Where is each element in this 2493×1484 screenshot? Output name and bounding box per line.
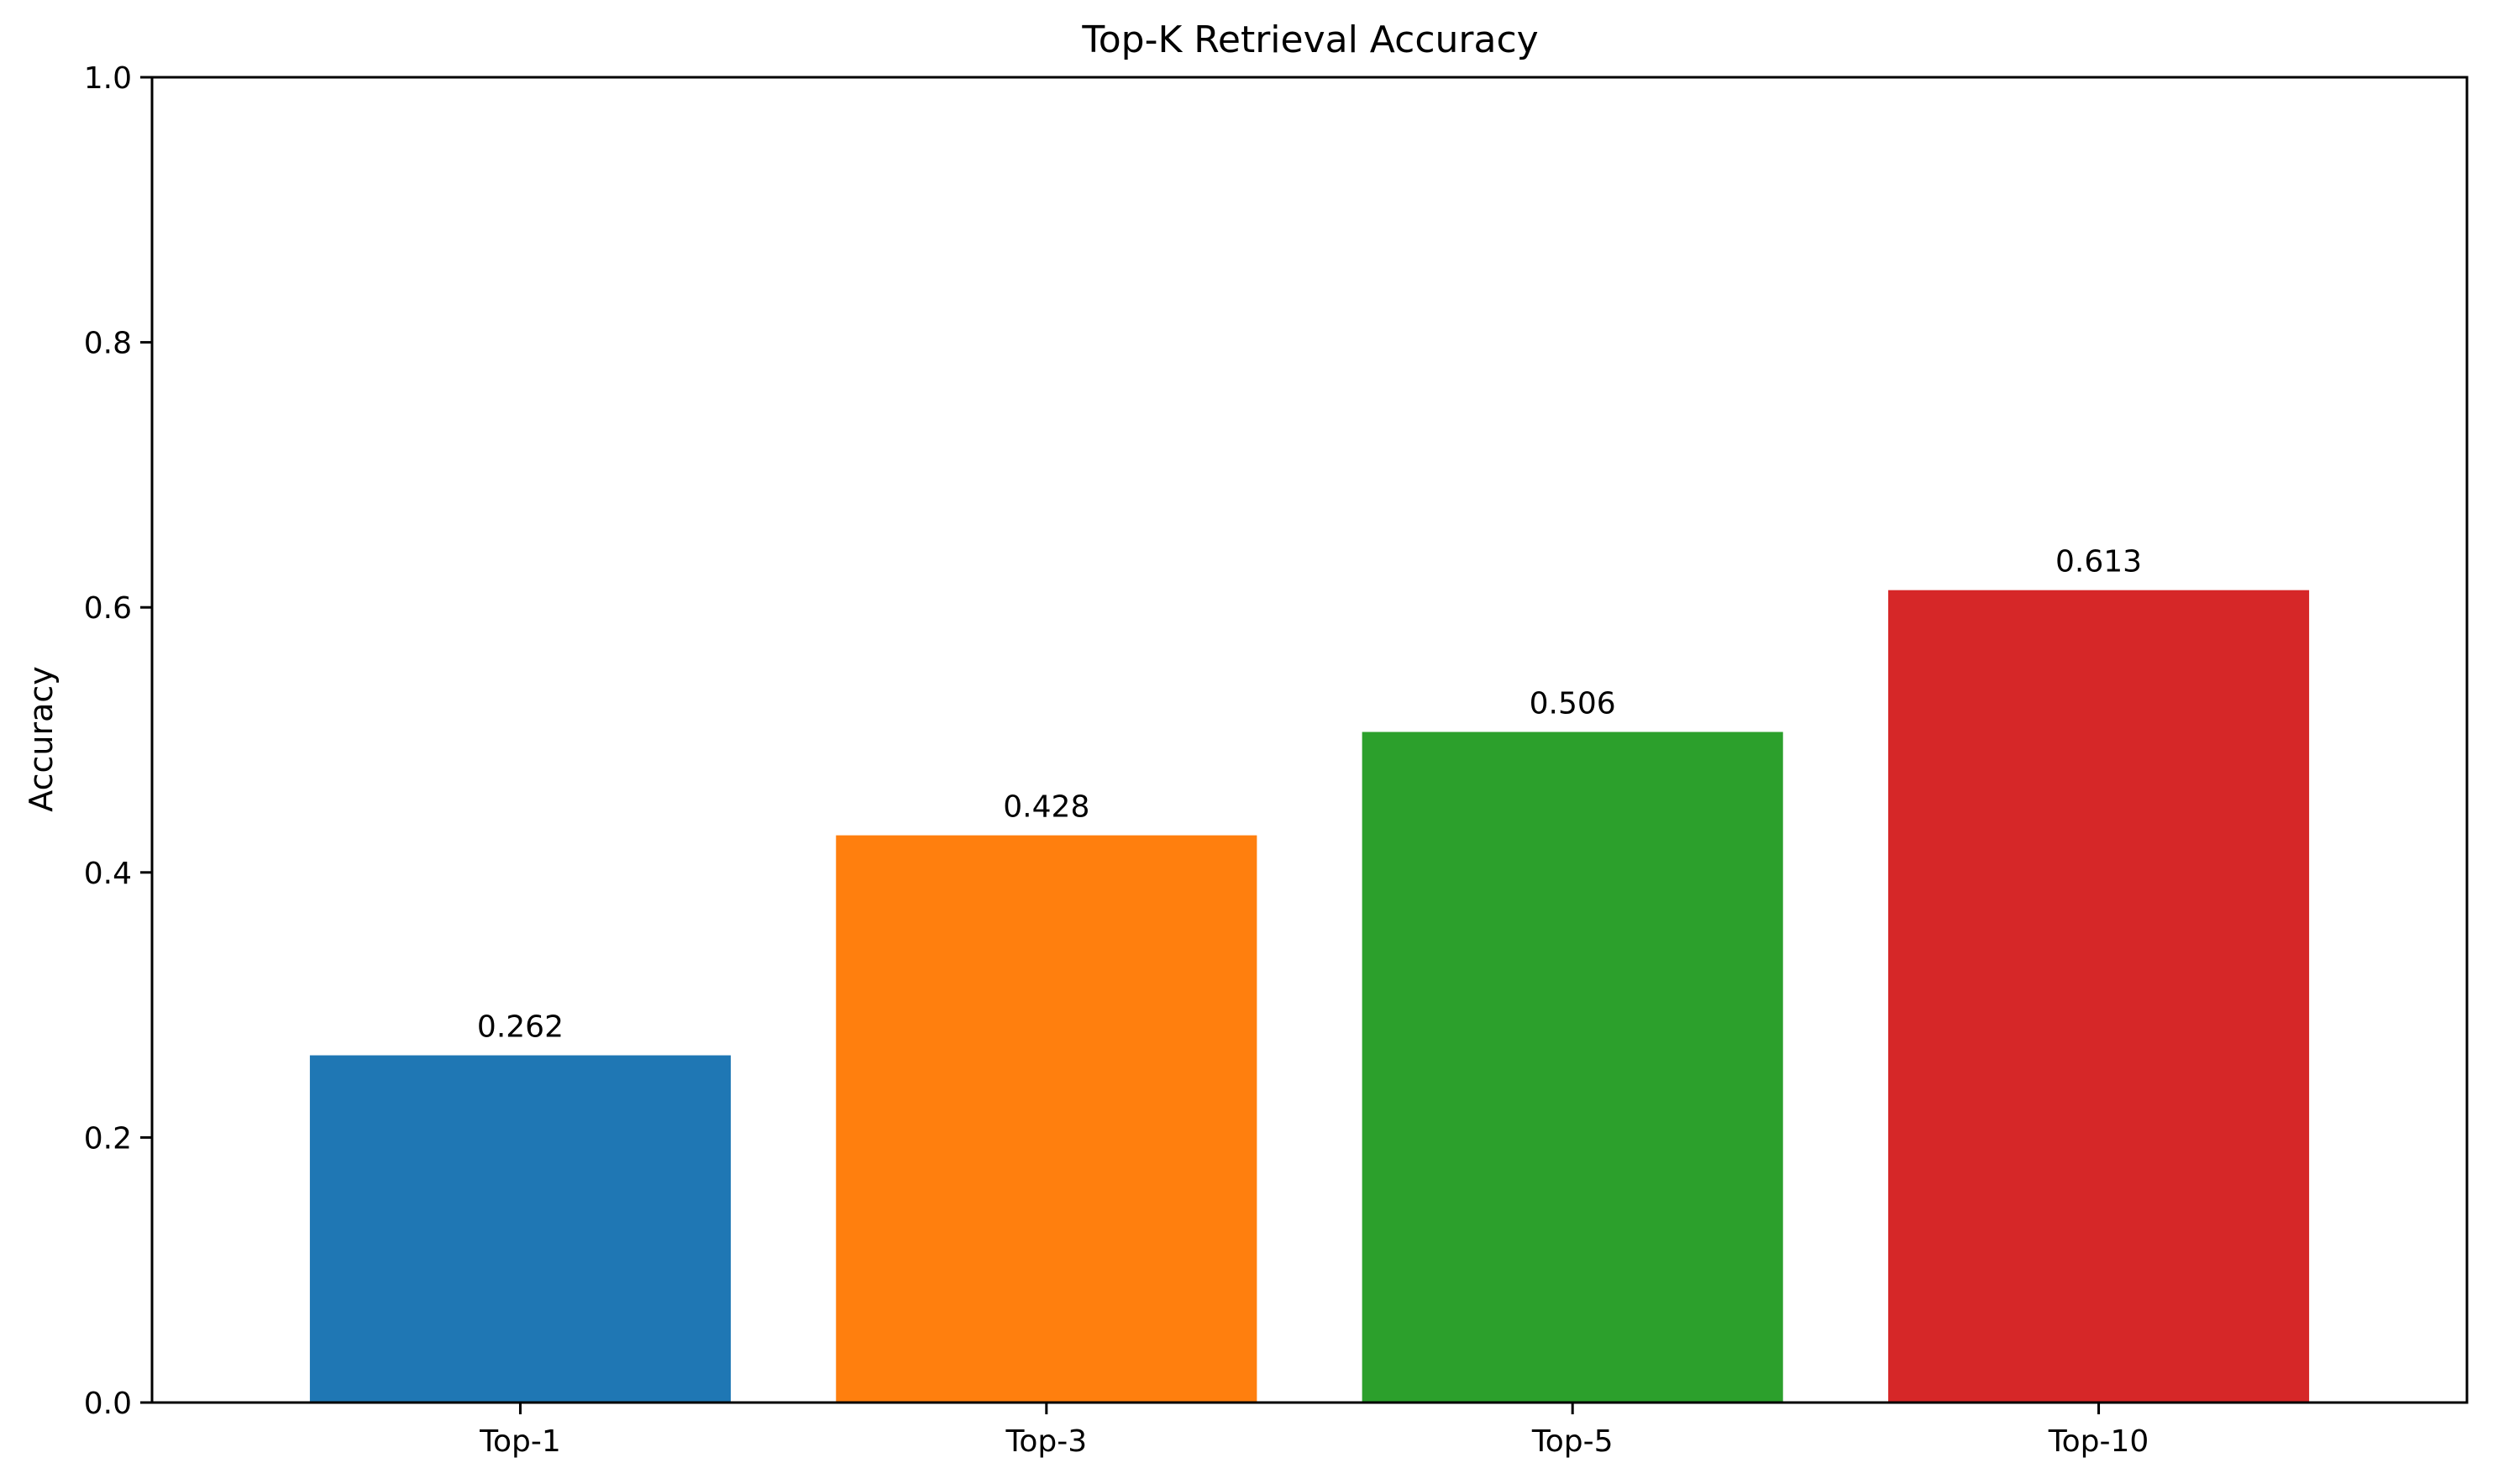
y-tick-label: 0.8 — [84, 327, 132, 361]
y-axis-label: Accuracy — [23, 666, 60, 812]
plot-frame — [150, 76, 2469, 1404]
x-tick-label: Top-5 — [1531, 1424, 1614, 1459]
bar-value-label: 0.506 — [1530, 687, 1616, 721]
chart-title: Top-K Retrieval Accuracy — [1081, 18, 1538, 61]
y-tick-label: 0.6 — [84, 591, 132, 626]
bar-value-label: 0.428 — [1003, 790, 1089, 825]
y-tick-label: 1.0 — [84, 61, 132, 96]
bar-value-label: 0.262 — [477, 1010, 564, 1045]
y-tick-label: 0.4 — [84, 857, 132, 891]
value-labels-group: 0.262 0.428 0.506 0.613 — [477, 545, 2142, 1045]
y-tick-label: 0.0 — [84, 1387, 132, 1421]
x-axis-ticks: Top-1 Top-3 Top-5 Top-10 — [479, 1403, 2149, 1459]
x-tick-label: Top-3 — [1005, 1424, 1087, 1459]
bar-top-5 — [1362, 732, 1783, 1403]
bar-top-3 — [836, 835, 1257, 1403]
bar-value-label: 0.613 — [2055, 545, 2142, 579]
y-tick-label: 0.2 — [84, 1121, 132, 1156]
bar-top-10 — [1888, 590, 2310, 1403]
bars-group — [309, 590, 2310, 1403]
x-tick-label: Top-10 — [2048, 1424, 2149, 1459]
bar-top-1 — [309, 1055, 731, 1403]
y-axis-ticks: 0.0 0.2 0.4 0.6 0.8 1.0 — [84, 61, 152, 1421]
x-tick-label: Top-1 — [479, 1424, 561, 1459]
